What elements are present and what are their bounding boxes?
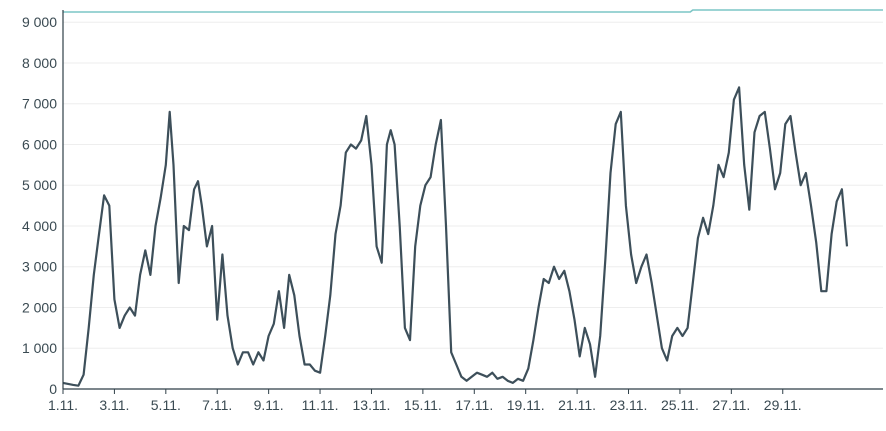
x-tick-label: 11.11. xyxy=(302,397,339,413)
y-tick-label: 2 000 xyxy=(22,299,57,315)
x-axis-tick-labels: 1.11. 3.11. 5.11. 7.11. 9.11. 11.11. 13.11. 15.… xyxy=(48,389,802,413)
x-tick-label: 9.11. xyxy=(254,397,284,413)
x-tick-label: 27.11. xyxy=(712,397,750,413)
x-tick-label: 5.11. xyxy=(151,397,181,413)
y-axis-tick-labels: 0 1 000 2 000 3 000 4 000 5 000 6 000 7 000 8 00… xyxy=(22,14,57,397)
x-tick-label: 3.11. xyxy=(99,397,129,413)
x-tick-label: 19.11. xyxy=(507,397,545,413)
x-tick-label: 7.11. xyxy=(202,397,232,413)
grid-lines xyxy=(63,21,883,349)
x-tick-label: 25.11. xyxy=(661,397,699,413)
y-tick-label: 0 xyxy=(49,381,57,397)
x-tick-label: 13.11. xyxy=(353,397,391,413)
y-tick-label: 1 000 xyxy=(22,340,57,356)
y-tick-label: 8 000 xyxy=(22,55,57,71)
series-lines xyxy=(62,9,883,387)
x-tick-label: 17.11. xyxy=(455,397,493,413)
x-tick-label: 15.11. xyxy=(404,397,442,413)
y-tick-label: 7 000 xyxy=(22,96,57,112)
y-tick-label: 5 000 xyxy=(22,177,57,193)
series-line-main xyxy=(62,86,849,387)
y-tick-label: 3 000 xyxy=(22,259,57,275)
series-line-upper xyxy=(63,9,883,13)
x-tick-label: 29.11. xyxy=(764,397,802,413)
y-tick-label: 4 000 xyxy=(22,218,57,234)
y-tick-label: 6 000 xyxy=(22,136,57,152)
x-tick-label: 21.11. xyxy=(558,397,596,413)
y-tick-label: 9 000 xyxy=(22,14,57,30)
x-tick-label: 1.11. xyxy=(48,397,78,413)
x-tick-label: 23.11. xyxy=(610,397,648,413)
